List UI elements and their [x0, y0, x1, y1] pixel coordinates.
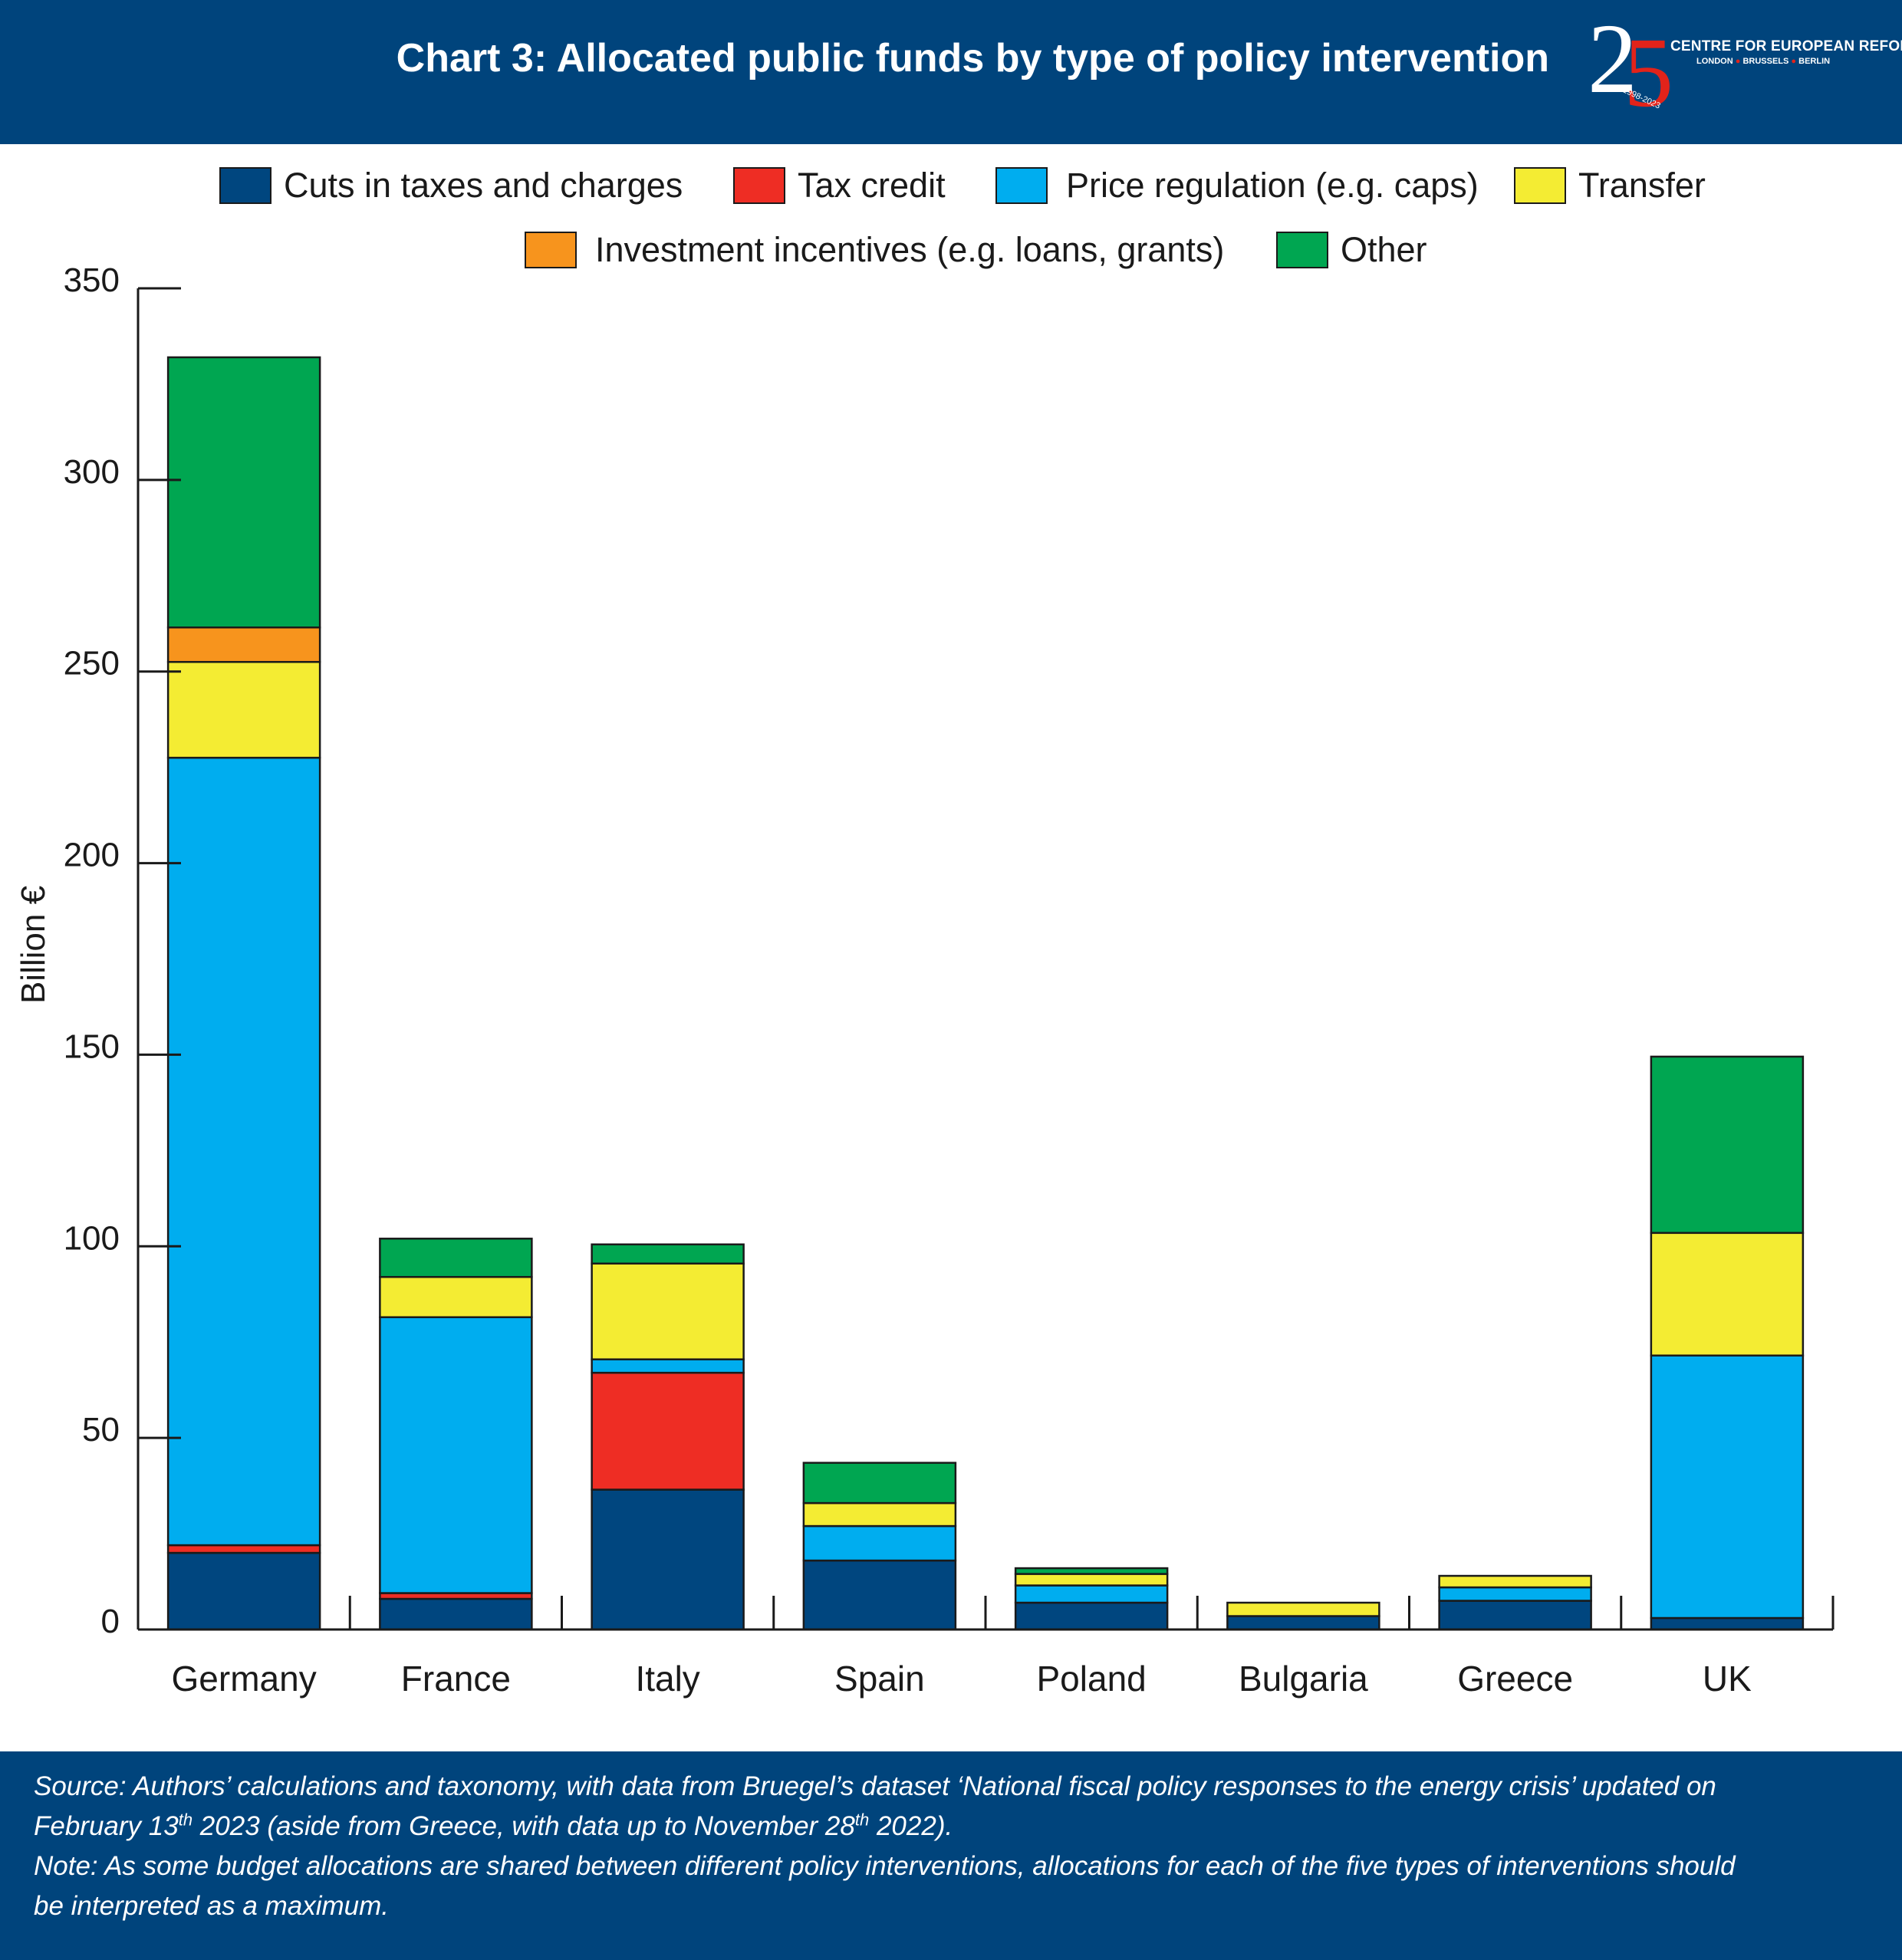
bar-segment	[591, 1243, 745, 1265]
x-tick-label: Italy	[635, 1659, 699, 1699]
y-tick-label: 300	[64, 453, 120, 491]
legend-item-other: Other	[1276, 230, 1427, 270]
bar-segment	[1226, 1615, 1380, 1631]
bar-segment	[379, 1316, 533, 1594]
legend-label: Price regulation (e.g. caps)	[1066, 166, 1479, 205]
x-tick-label: Poland	[1037, 1659, 1147, 1699]
bar-segment	[1650, 1232, 1805, 1357]
legend-swatch	[219, 167, 271, 204]
y-tick-label: 200	[64, 837, 120, 874]
bar-segment	[1014, 1584, 1169, 1604]
bar-segment	[1438, 1600, 1592, 1631]
legend-label: Other	[1341, 230, 1427, 269]
bar-segment	[1226, 1601, 1380, 1617]
legend-item-cuts: Cuts in taxes and charges	[219, 166, 683, 206]
footer-banner: Source: Authors’ calculations and taxono…	[0, 1751, 1902, 1960]
cer-logo: 25 CENTRE FOR EUROPEAN REFORM LONDON ● B…	[1588, 9, 1902, 130]
bar-segment	[802, 1501, 957, 1528]
bar-segment	[166, 1551, 321, 1631]
legend-item-investment: Investment incentives (e.g. loans, grant…	[525, 230, 1224, 270]
y-tick-label: 0	[101, 1603, 120, 1640]
header-banner: Chart 3: Allocated public funds by type …	[0, 0, 1902, 144]
bar-segment	[166, 626, 321, 663]
source-note: Source: Authors’ calculations and taxono…	[34, 1771, 1716, 1841]
chart-title: Chart 3: Allocated public funds by type …	[396, 36, 1549, 81]
x-tick-label: Bulgaria	[1239, 1659, 1368, 1699]
legend-label: Investment incentives (e.g. loans, grant…	[595, 230, 1225, 269]
legend-swatch	[1514, 167, 1566, 204]
bar-segment	[802, 1462, 957, 1505]
bar-segment	[1650, 1055, 1805, 1235]
legend-swatch	[1276, 232, 1328, 268]
bar-segment	[379, 1597, 533, 1631]
legend-item-transfer: Transfer	[1514, 166, 1706, 206]
y-tick-label: 100	[64, 1219, 120, 1257]
y-tick-label: 50	[82, 1411, 120, 1449]
y-tick-label: 350	[64, 261, 120, 299]
bar-segment	[1014, 1567, 1169, 1575]
bar-segment	[1650, 1616, 1805, 1631]
bar-segment	[379, 1276, 533, 1318]
legend-label: Transfer	[1578, 166, 1706, 205]
bar-segment	[379, 1238, 533, 1278]
legend-item-tax-credit: Tax credit	[733, 166, 946, 206]
y-axis-label: Billion €	[15, 886, 52, 1004]
x-tick-label: UK	[1703, 1659, 1752, 1699]
bar-segment	[166, 660, 321, 759]
logo-anniversary-number: 25	[1588, 4, 1673, 128]
bar-segment	[1438, 1574, 1592, 1589]
bar-segment	[802, 1559, 957, 1631]
bar-segment	[591, 1488, 745, 1631]
legend-item-price-regulation: Price regulation (e.g. caps)	[995, 166, 1479, 206]
footnote: Note: As some budget allocations are sha…	[34, 1851, 1736, 1921]
legend-label: Cuts in taxes and charges	[284, 166, 683, 205]
bar-segment	[591, 1358, 745, 1374]
bar-segment	[591, 1262, 745, 1360]
x-tick-label: Spain	[834, 1659, 925, 1699]
bar-segment	[1650, 1354, 1805, 1620]
bar-segment	[1438, 1586, 1592, 1602]
legend-swatch	[995, 167, 1048, 204]
bar-segment	[166, 1544, 321, 1554]
x-tick-label: Greece	[1457, 1659, 1573, 1699]
x-tick-label: Germany	[172, 1659, 317, 1699]
y-tick-label: 150	[64, 1028, 120, 1065]
bar-segment	[166, 356, 321, 629]
legend-swatch	[733, 167, 785, 204]
legend-swatch	[525, 232, 577, 268]
bar-segment	[1014, 1601, 1169, 1631]
x-tick-label: France	[401, 1659, 511, 1699]
bar-segment	[591, 1371, 745, 1491]
logo-cities: LONDON ● BRUSSELS ● BERLIN	[1696, 57, 1831, 66]
logo-organization-name: CENTRE FOR EUROPEAN REFORM	[1670, 38, 1902, 54]
y-tick-label: 250	[64, 645, 120, 682]
bar-segment	[166, 756, 321, 1547]
legend-label: Tax credit	[798, 166, 946, 205]
bar-segment	[1014, 1573, 1169, 1587]
bar-segment	[802, 1524, 957, 1562]
stacked-bar-chart: Germany France Italy Spain Poland Bulgaria Gre…	[15, 261, 1835, 1699]
